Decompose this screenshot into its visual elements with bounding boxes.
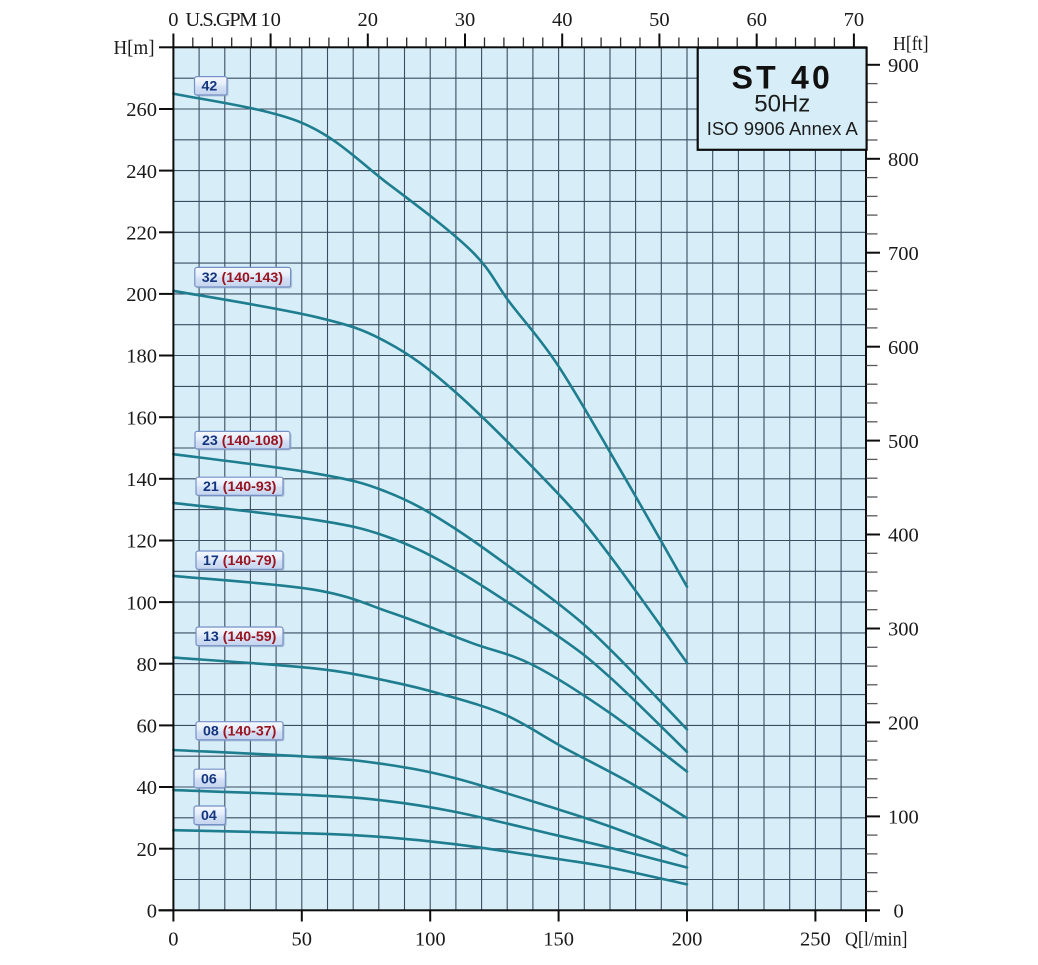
svg-text:13 (140-59): 13 (140-59) [203, 629, 277, 645]
svg-text:250: 250 [800, 929, 831, 951]
svg-text:Q[l/min]: Q[l/min] [845, 929, 908, 951]
svg-text:50: 50 [649, 9, 670, 31]
svg-text:06: 06 [201, 771, 217, 787]
svg-text:180: 180 [126, 346, 157, 368]
svg-text:100: 100 [126, 592, 157, 614]
svg-text:0: 0 [147, 901, 157, 923]
svg-text:600: 600 [888, 337, 919, 359]
svg-text:200: 200 [126, 284, 157, 306]
svg-text:60: 60 [137, 716, 158, 738]
svg-text:04: 04 [201, 808, 217, 824]
svg-text:23 (140-108): 23 (140-108) [202, 433, 284, 449]
svg-text:ST 40: ST 40 [732, 60, 833, 96]
svg-text:140: 140 [126, 469, 157, 491]
svg-text:100: 100 [888, 807, 919, 829]
svg-text:08 (140-37): 08 (140-37) [203, 724, 277, 740]
svg-text:900: 900 [888, 55, 919, 77]
svg-text:H[ft]: H[ft] [893, 33, 929, 55]
svg-text:40: 40 [137, 777, 158, 799]
svg-text:300: 300 [888, 619, 919, 641]
svg-text:220: 220 [126, 223, 157, 245]
svg-text:0: 0 [168, 929, 178, 951]
svg-text:17 (140-79): 17 (140-79) [203, 553, 277, 569]
svg-text:200: 200 [672, 929, 703, 951]
svg-text:20: 20 [358, 9, 379, 31]
svg-text:U.S.GPM: U.S.GPM [185, 9, 257, 31]
svg-text:160: 160 [126, 407, 157, 429]
svg-text:20: 20 [137, 839, 158, 861]
svg-text:150: 150 [543, 929, 574, 951]
svg-text:400: 400 [888, 525, 919, 547]
svg-text:800: 800 [888, 149, 919, 171]
svg-text:0: 0 [168, 9, 178, 31]
svg-text:80: 80 [137, 654, 158, 676]
svg-text:700: 700 [888, 243, 919, 265]
svg-text:10: 10 [260, 9, 281, 31]
svg-text:H[m]: H[m] [114, 37, 155, 59]
svg-text:ISO 9906 Annex A: ISO 9906 Annex A [707, 118, 859, 139]
svg-text:120: 120 [126, 531, 157, 553]
svg-text:50Hz: 50Hz [754, 90, 810, 117]
svg-text:500: 500 [888, 431, 919, 453]
svg-text:200: 200 [888, 713, 919, 735]
svg-text:32 (140-143): 32 (140-143) [202, 270, 284, 286]
svg-text:40: 40 [552, 9, 573, 31]
svg-text:100: 100 [415, 929, 446, 951]
svg-text:260: 260 [126, 99, 157, 121]
svg-text:60: 60 [746, 9, 767, 31]
svg-text:21 (140-93): 21 (140-93) [203, 479, 277, 495]
svg-text:30: 30 [455, 9, 476, 31]
svg-text:240: 240 [126, 161, 157, 183]
svg-text:0: 0 [894, 901, 904, 923]
svg-text:42: 42 [202, 79, 218, 95]
svg-text:70: 70 [844, 9, 865, 31]
svg-text:50: 50 [292, 929, 313, 951]
